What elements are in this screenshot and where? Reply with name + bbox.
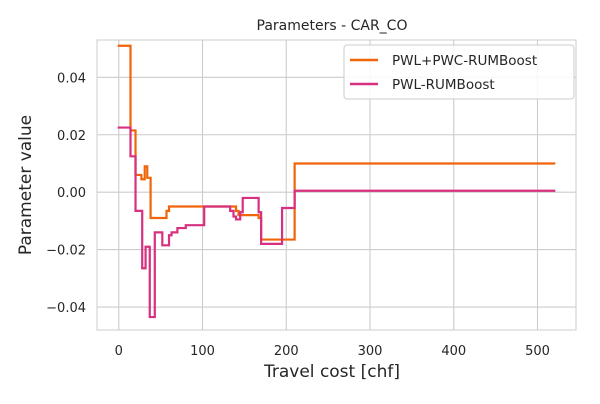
chart-title: Parameters - CAR_CO <box>257 18 408 34</box>
legend-label: PWL-RUMBoost <box>392 77 495 93</box>
series-line-1 <box>117 44 556 241</box>
y-tick-label: −0.02 <box>46 244 86 259</box>
y-tick-label: 0.02 <box>57 129 86 144</box>
x-tick-label: 100 <box>190 344 215 359</box>
x-tick-label: 0 <box>115 344 123 359</box>
plot-frame <box>96 39 577 331</box>
x-axis-label: Travel cost [chf] <box>263 362 400 382</box>
y-tick-label: 0.04 <box>57 71 86 86</box>
x-tick-label: 300 <box>358 344 383 359</box>
legend: PWL+PWC-RUMBoost PWL-RUMBoost <box>343 44 575 100</box>
series-line-2 <box>117 126 556 319</box>
x-tick-label: 200 <box>274 344 299 359</box>
legend-box <box>343 44 575 100</box>
series-lines <box>117 44 556 319</box>
y-axis-label: Parameter value <box>16 115 36 255</box>
y-tick-label: −0.04 <box>46 301 86 316</box>
tick-labels: 0 100 200 300 400 500 −0.04 −0.02 0.00 0.02 0.04 <box>46 71 550 359</box>
legend-label: PWL+PWC-RUMBoost <box>392 53 537 69</box>
y-tick-label: 0.00 <box>57 186 86 201</box>
x-tick-label: 400 <box>441 344 466 359</box>
x-tick-label: 500 <box>525 344 550 359</box>
